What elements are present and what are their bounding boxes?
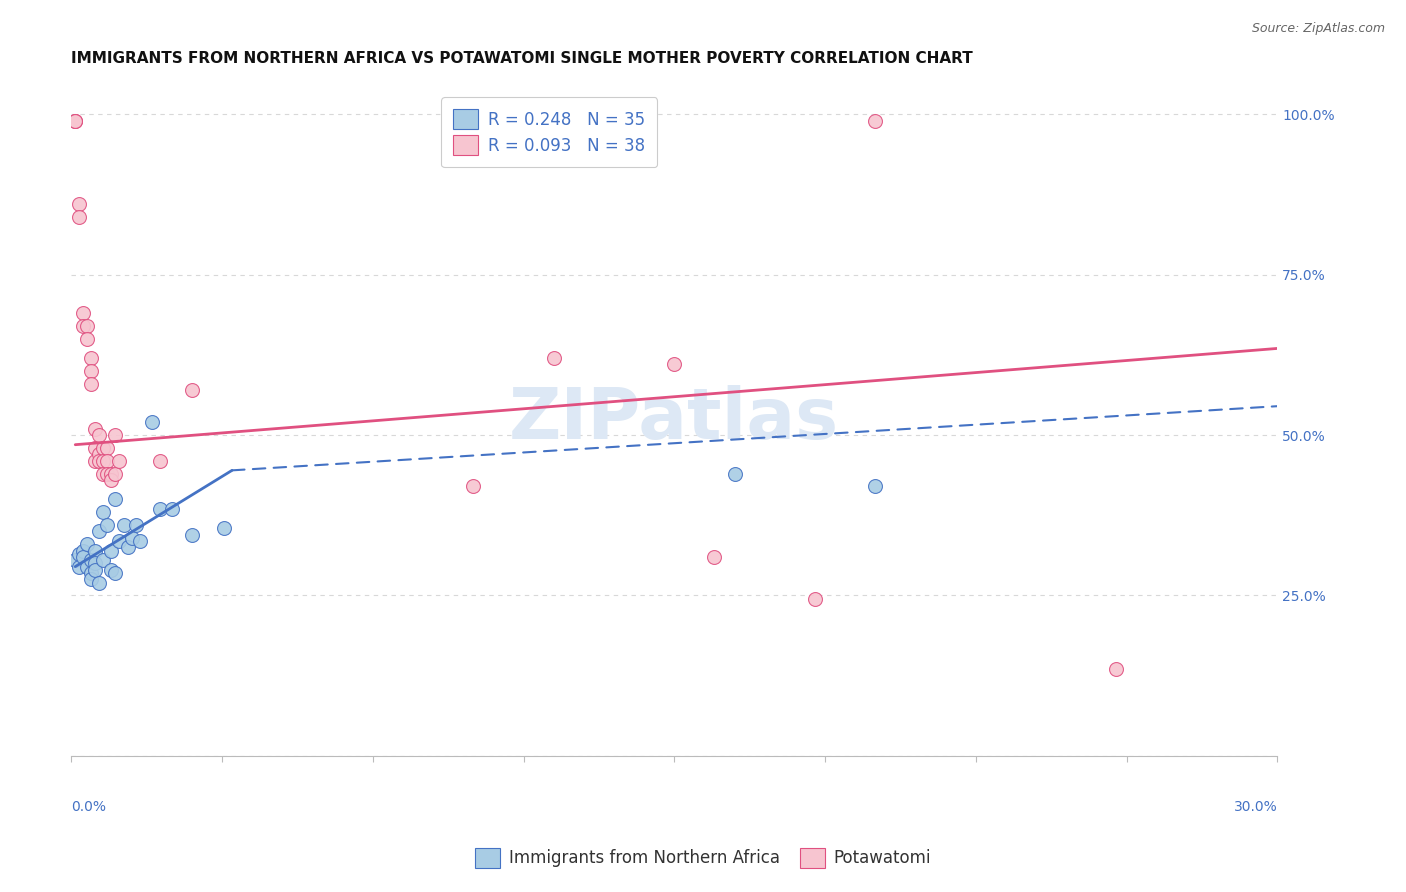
Point <box>80 376 103 391</box>
Point <box>96 467 118 481</box>
Point <box>67 559 90 574</box>
Point <box>723 467 745 481</box>
Point <box>84 563 107 577</box>
Point <box>84 422 107 436</box>
Point <box>804 591 827 606</box>
Point <box>865 113 887 128</box>
Point <box>72 543 94 558</box>
Point <box>180 527 202 541</box>
Legend: R = 0.248   N = 35, R = 0.093   N = 38: R = 0.248 N = 35, R = 0.093 N = 38 <box>441 97 657 167</box>
Point <box>67 210 90 224</box>
Text: 0.0%: 0.0% <box>72 800 107 814</box>
Point <box>72 306 94 320</box>
Point <box>543 351 565 365</box>
Point <box>76 332 98 346</box>
Point <box>76 537 98 551</box>
Point <box>96 517 118 532</box>
Legend: Immigrants from Northern Africa, Potawatomi: Immigrants from Northern Africa, Potawat… <box>468 841 938 875</box>
Point <box>180 383 202 397</box>
Point <box>149 501 172 516</box>
Point <box>104 428 127 442</box>
Point <box>108 454 131 468</box>
Point <box>141 415 163 429</box>
Point <box>149 454 172 468</box>
Point <box>1105 662 1128 676</box>
Point <box>80 351 103 365</box>
Text: IMMIGRANTS FROM NORTHERN AFRICA VS POTAWATOMI SINGLE MOTHER POVERTY CORRELATION : IMMIGRANTS FROM NORTHERN AFRICA VS POTAW… <box>72 51 973 66</box>
Point <box>89 524 111 539</box>
Point <box>124 517 146 532</box>
Point <box>121 531 143 545</box>
Point <box>72 318 94 333</box>
Point <box>84 454 107 468</box>
Point <box>89 575 111 590</box>
Point <box>67 547 90 561</box>
Point <box>104 566 127 580</box>
Point <box>65 113 87 128</box>
Point <box>93 441 115 455</box>
Point <box>93 467 115 481</box>
Point <box>67 197 90 211</box>
Point <box>76 318 98 333</box>
Point <box>80 573 103 587</box>
Point <box>104 492 127 507</box>
Point <box>65 553 87 567</box>
Point <box>89 428 111 442</box>
Point <box>96 441 118 455</box>
Point <box>703 549 725 564</box>
Text: Source: ZipAtlas.com: Source: ZipAtlas.com <box>1251 22 1385 36</box>
Point <box>664 358 686 372</box>
Point <box>84 557 107 571</box>
Point <box>65 113 87 128</box>
Point <box>100 563 122 577</box>
Point <box>93 553 115 567</box>
Point <box>100 467 122 481</box>
Point <box>212 521 235 535</box>
Point <box>93 454 115 468</box>
Point <box>100 473 122 487</box>
Text: ZIPatlas: ZIPatlas <box>509 384 839 453</box>
Point <box>104 467 127 481</box>
Point <box>463 479 485 493</box>
Point <box>76 559 98 574</box>
Point <box>96 454 118 468</box>
Text: 30.0%: 30.0% <box>1233 800 1277 814</box>
Point <box>128 533 150 548</box>
Point <box>65 113 87 128</box>
Point <box>84 441 107 455</box>
Point <box>80 364 103 378</box>
Point <box>93 505 115 519</box>
Point <box>84 543 107 558</box>
Point <box>72 549 94 564</box>
Point <box>100 543 122 558</box>
Point <box>112 517 135 532</box>
Point <box>89 447 111 461</box>
Point <box>89 454 111 468</box>
Point <box>160 501 183 516</box>
Point <box>108 533 131 548</box>
Point <box>865 479 887 493</box>
Point <box>117 541 139 555</box>
Point <box>80 553 103 567</box>
Point <box>80 566 103 580</box>
